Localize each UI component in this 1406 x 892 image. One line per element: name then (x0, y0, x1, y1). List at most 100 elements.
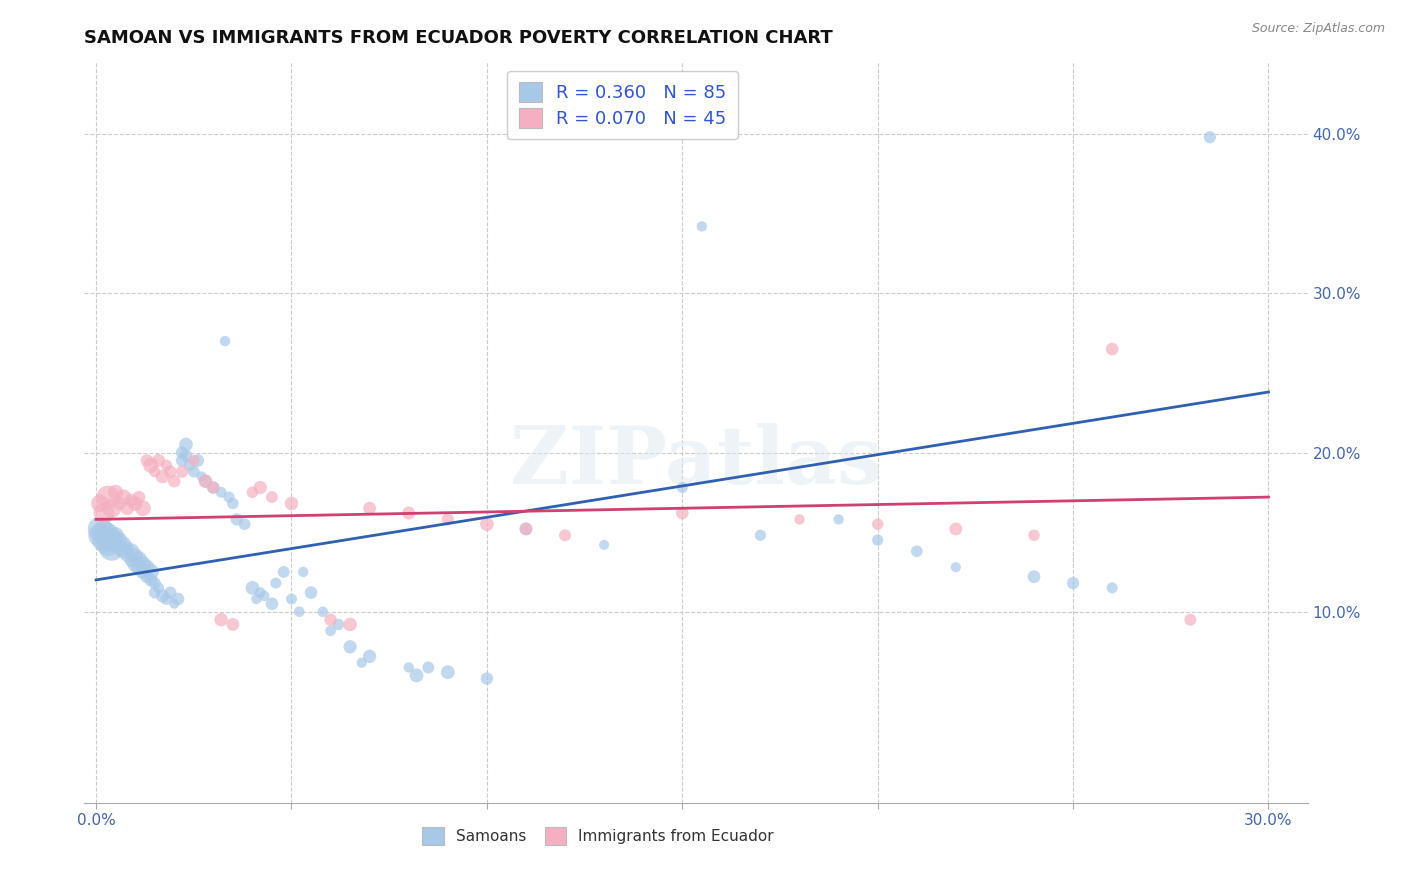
Point (690, 219, 713, 234)
Point (152, 589, 174, 603)
Point (260, 490, 283, 504)
Point (328, 617, 350, 632)
Point (159, 465, 181, 479)
Point (222, 617, 245, 632)
Point (418, 660, 440, 674)
Point (749, 528, 772, 542)
Point (280, 496, 302, 510)
Point (108, 541, 131, 555)
Point (124, 557, 146, 571)
Point (515, 522, 537, 536)
Point (359, 501, 381, 516)
Point (273, 565, 295, 579)
Point (253, 589, 276, 603)
Point (124, 496, 146, 510)
Point (202, 481, 225, 495)
Point (108, 533, 131, 547)
Text: Source: ZipAtlas.com: Source: ZipAtlas.com (1251, 22, 1385, 36)
Point (89, 522, 111, 536)
Point (97, 490, 120, 504)
Point (299, 585, 322, 599)
Point (163, 597, 186, 611)
Point (108, 496, 131, 510)
Point (187, 453, 209, 467)
Point (183, 453, 205, 467)
Point (143, 465, 166, 479)
Point (124, 549, 146, 563)
Point (104, 485, 127, 500)
Point (1101, 581, 1123, 595)
Point (264, 576, 287, 591)
Point (89, 528, 111, 542)
Point (339, 617, 361, 632)
Point (789, 512, 811, 526)
Point (120, 493, 142, 508)
Point (93, 525, 115, 540)
Point (117, 549, 139, 563)
Point (135, 453, 157, 467)
Point (128, 560, 150, 574)
Point (183, 465, 205, 479)
Point (280, 592, 302, 607)
Point (93, 533, 115, 547)
Point (827, 512, 849, 526)
Point (866, 533, 889, 547)
Point (312, 605, 335, 619)
Point (1022, 528, 1045, 542)
Point (249, 585, 271, 599)
Point (398, 506, 420, 520)
Point (135, 570, 157, 584)
Point (1101, 342, 1123, 356)
Point (117, 541, 139, 555)
Point (112, 538, 135, 552)
Point (1199, 130, 1222, 145)
Point (436, 665, 458, 680)
Point (222, 496, 245, 510)
Point (671, 506, 693, 520)
Point (225, 512, 247, 526)
Point (170, 453, 193, 467)
Point (218, 490, 240, 504)
Point (1180, 613, 1202, 627)
Point (143, 576, 166, 591)
Point (319, 613, 342, 627)
Point (350, 656, 373, 670)
Point (132, 557, 155, 571)
Point (288, 605, 311, 619)
Point (233, 517, 256, 532)
Point (209, 613, 232, 627)
Point (202, 481, 225, 495)
Point (163, 474, 186, 488)
Point (194, 474, 217, 488)
Point (1062, 576, 1084, 591)
Point (148, 453, 170, 467)
Point (475, 517, 498, 532)
Point (139, 565, 162, 579)
Point (170, 465, 193, 479)
Point (170, 445, 193, 459)
Point (148, 581, 170, 595)
Point (190, 469, 212, 483)
Point (132, 501, 155, 516)
Point (139, 573, 162, 587)
Point (143, 585, 166, 599)
Point (945, 522, 967, 536)
Point (120, 554, 142, 568)
Point (159, 585, 181, 599)
Point (436, 512, 458, 526)
Point (100, 501, 122, 516)
Point (117, 501, 139, 516)
Point (398, 660, 420, 674)
Point (339, 640, 361, 654)
Point (260, 597, 283, 611)
Point (214, 334, 236, 348)
Point (242, 485, 264, 500)
Point (554, 528, 576, 542)
Point (174, 449, 197, 463)
Point (1022, 570, 1045, 584)
Point (100, 533, 122, 547)
Point (155, 592, 177, 607)
Point (242, 581, 264, 595)
Point (112, 544, 135, 558)
Point (249, 481, 271, 495)
